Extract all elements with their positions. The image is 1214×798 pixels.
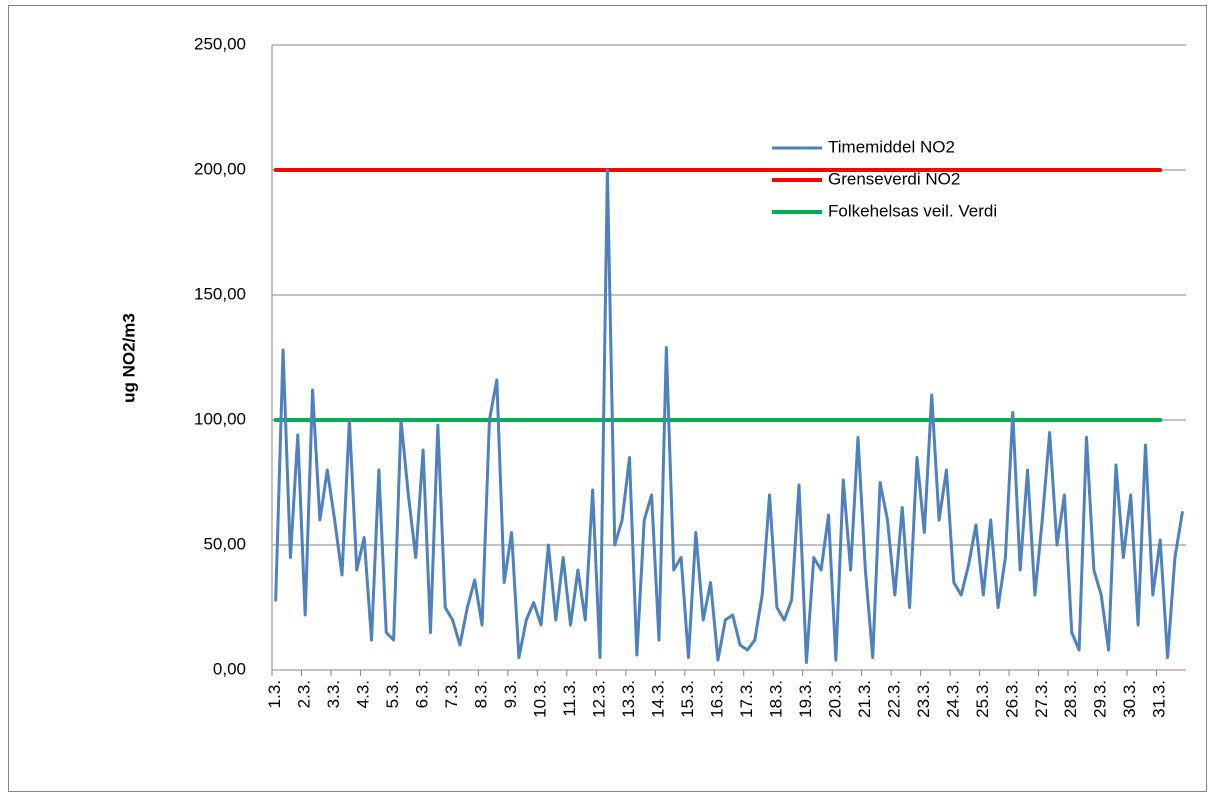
x-tick-label: 10.3. <box>531 680 550 718</box>
x-tick-label: 31.3. <box>1150 680 1169 718</box>
x-tick-label: 22.3. <box>884 680 903 718</box>
x-tick-label: 4.3. <box>354 680 373 708</box>
x-tick-label: 17.3. <box>737 680 756 718</box>
y-tick-label: 200,00 <box>194 159 246 178</box>
legend-label: Folkehelsas veil. Verdi <box>828 201 997 220</box>
x-tick-label: 24.3. <box>943 680 962 718</box>
y-axis-title: ug NO2/m3 <box>119 313 138 403</box>
x-tick-label: 21.3. <box>855 680 874 718</box>
line-series <box>274 168 1184 664</box>
x-tick-label: 6.3. <box>413 680 432 708</box>
x-tick-label: 30.3. <box>1120 680 1139 718</box>
x-tick-label: 12.3. <box>589 680 608 718</box>
x-tick-label: 14.3. <box>648 680 667 718</box>
x-tick-label: 27.3. <box>1032 680 1051 718</box>
x-tick-label: 11.3. <box>560 680 579 717</box>
x-tick-label: 20.3. <box>825 680 844 718</box>
y-tick-label: 250,00 <box>194 34 246 53</box>
y-tick-label: 100,00 <box>194 409 246 428</box>
chart-border <box>8 5 1207 792</box>
legend-label: Grenseverdi NO2 <box>828 169 960 188</box>
y-tick-label: 150,00 <box>194 284 246 303</box>
x-tick-label: 19.3. <box>796 680 815 718</box>
x-tick-label: 8.3. <box>472 680 491 708</box>
x-tick-label: 3.3. <box>324 680 343 708</box>
x-tick-label: 15.3. <box>678 680 697 718</box>
x-tick-label: 7.3. <box>442 680 461 708</box>
x-tick-label: 2.3. <box>295 680 314 708</box>
legend-label: Timemiddel NO2 <box>828 137 955 156</box>
y-tick-label: 50,00 <box>203 534 246 553</box>
x-tick-label: 28.3. <box>1061 680 1080 718</box>
x-tick-label: 1.3. <box>265 680 284 708</box>
x-tick-label: 9.3. <box>501 680 520 708</box>
x-tick-label: 29.3. <box>1091 680 1110 718</box>
x-tick-label: 18.3. <box>766 680 785 718</box>
x-tick-label: 5.3. <box>383 680 402 708</box>
x-tick-label: 13.3. <box>619 680 638 718</box>
x-tick-label: 25.3. <box>973 680 992 718</box>
x-tick-label: 16.3. <box>707 680 726 718</box>
y-tick-label: 0,00 <box>213 659 246 678</box>
x-tick-label: 26.3. <box>1002 680 1021 718</box>
x-tick-label: 23.3. <box>914 680 933 718</box>
